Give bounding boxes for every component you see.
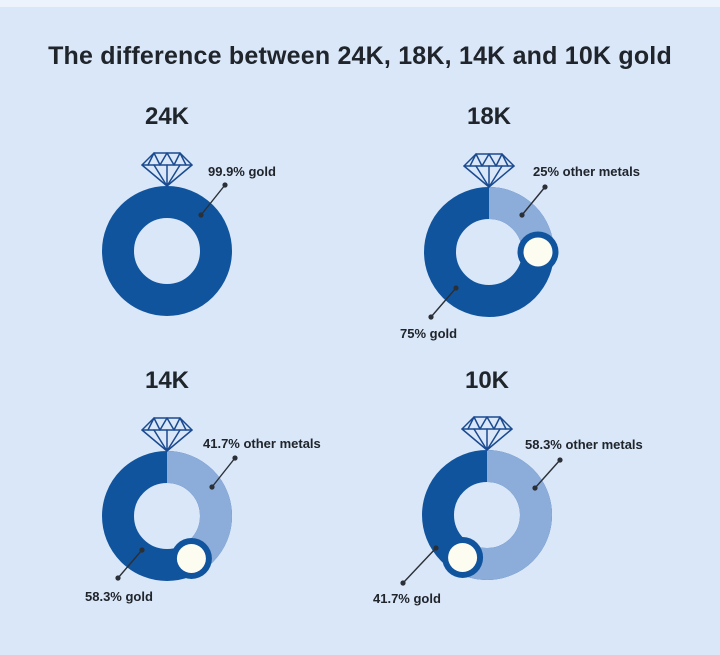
label-gold-14k: 58.3% gold [85, 589, 153, 604]
main-title: The difference between 24K, 18K, 14K and… [48, 42, 672, 70]
diamond-ring-icon [141, 417, 193, 452]
diamond-ring-icon [141, 152, 193, 187]
donut-chart-18k [424, 153, 559, 317]
donut-chart-14k [102, 417, 232, 581]
diamond-ring-icon [463, 153, 515, 188]
marker-dot [448, 542, 478, 572]
label-gold-18k: 75% gold [400, 326, 458, 341]
chart-title-14k: 14K [144, 367, 190, 394]
top-edge-highlight [0, 0, 720, 7]
donut-other-arc [422, 450, 552, 580]
label-other-14k: 41.7% other metals [203, 436, 321, 451]
chart-title-10k: 10K [464, 367, 510, 394]
marker-dot [523, 237, 553, 267]
label-gold-24k: 99.9% gold [208, 164, 276, 179]
label-other-18k: 25% other metals [533, 164, 640, 179]
chart-title-18k: 18K [466, 103, 512, 130]
donut-chart-10k [422, 416, 552, 580]
diamond-ring-icon [461, 416, 513, 451]
donut-chart-24k [102, 152, 232, 316]
label-gold-10k: 41.7% gold [373, 591, 441, 606]
donut-other-arc [102, 451, 232, 581]
chart-title-24k: 24K [144, 103, 190, 130]
donut-gold-arc [102, 186, 232, 316]
label-other-10k: 58.3% other metals [525, 437, 643, 452]
marker-dot [176, 543, 206, 573]
